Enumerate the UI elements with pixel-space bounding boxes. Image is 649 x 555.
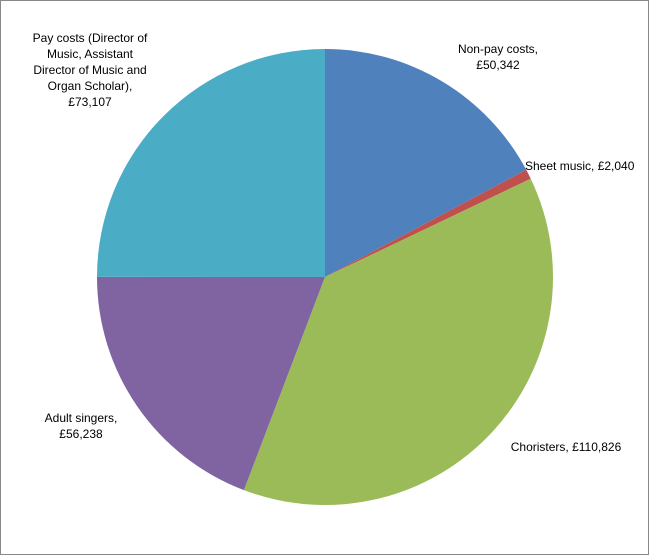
data-label: Adult singers, £56,238 <box>44 411 118 441</box>
pie-slice <box>97 276 325 491</box>
pie-slice <box>325 49 527 277</box>
pie-slice <box>97 49 325 277</box>
data-label: Non-pay costs, £50,342 <box>457 42 539 72</box>
data-label: Choristers, £110,826 <box>510 440 622 454</box>
data-label: Pay costs (Director of Music, Assistant … <box>32 31 148 109</box>
pie-slice <box>325 169 531 277</box>
pie-slice <box>243 178 553 506</box>
data-label: Sheet music, £2,040 <box>525 159 635 173</box>
